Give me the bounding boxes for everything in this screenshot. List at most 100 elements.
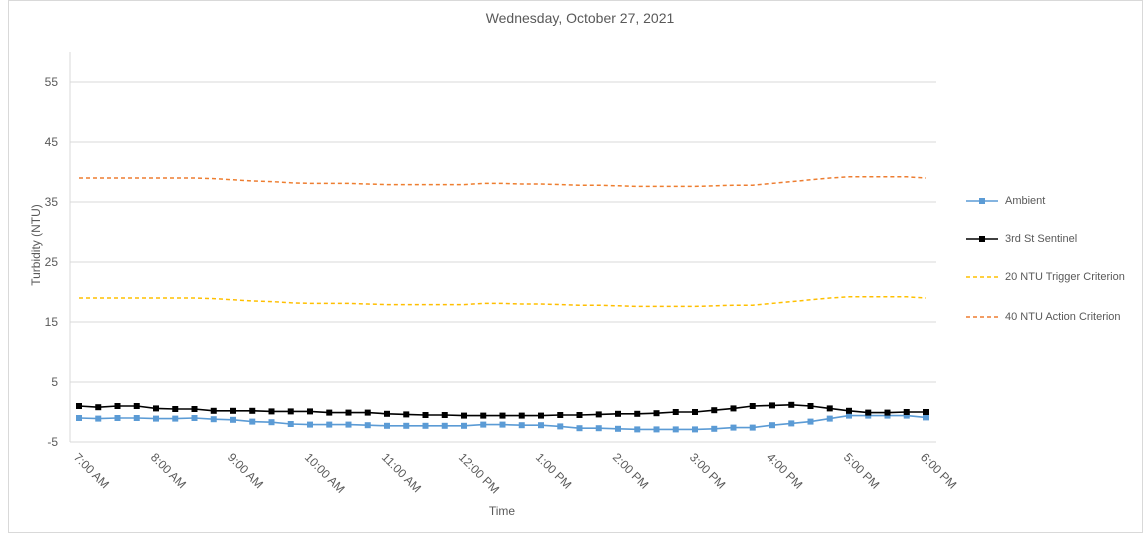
data-point	[788, 420, 795, 427]
chart-title: Wednesday, October 27, 2021	[485, 10, 675, 26]
legend-swatch	[965, 311, 999, 323]
data-point	[345, 409, 352, 416]
data-point	[191, 415, 198, 421]
data-point	[711, 425, 718, 432]
data-point	[153, 415, 159, 422]
data-point	[95, 404, 102, 411]
x-tick-label: 12:00 PM	[456, 450, 502, 496]
data-point	[653, 426, 660, 433]
data-point	[268, 408, 275, 415]
y-tick-label: 25	[45, 255, 59, 269]
legend-item: Ambient	[965, 192, 1045, 210]
data-point	[480, 421, 487, 428]
data-point	[634, 410, 641, 417]
data-point	[441, 412, 448, 418]
legend-label: 3rd St Sentinel	[1005, 233, 1078, 245]
x-tick-label: 1:00 PM	[533, 450, 575, 492]
y-tick-label: 5	[51, 375, 58, 389]
data-point	[287, 421, 294, 427]
data-point	[230, 416, 236, 423]
data-point	[172, 406, 179, 412]
data-point	[846, 407, 852, 414]
data-point	[345, 421, 352, 428]
data-point	[807, 418, 814, 425]
data-point	[441, 422, 448, 429]
y-tick-label: 45	[45, 135, 59, 149]
data-point	[749, 403, 756, 409]
legend-swatch	[965, 271, 999, 283]
data-point	[114, 403, 121, 409]
data-point	[653, 410, 660, 417]
data-point	[403, 422, 410, 429]
x-tick-label: 4:00 PM	[764, 450, 806, 492]
data-point	[133, 403, 140, 409]
chart-frame	[8, 0, 1143, 533]
data-point	[711, 407, 718, 414]
data-point	[191, 406, 198, 412]
data-point	[95, 415, 102, 422]
data-point	[326, 421, 333, 428]
series-line	[79, 176, 927, 188]
data-point	[114, 415, 121, 421]
data-point	[903, 409, 910, 415]
data-point	[364, 409, 371, 416]
legend-label: 20 NTU Trigger Criterion	[1005, 271, 1125, 283]
x-tick-labels: 7:00 AM 8:00 AM 9:00 AM 10:00 AM 11:00 AM 12:…	[71, 450, 960, 496]
x-tick-label: 11:00 AM	[379, 450, 424, 495]
data-point	[422, 412, 429, 418]
data-point	[480, 412, 487, 419]
data-point	[788, 401, 795, 408]
data-point	[422, 422, 429, 429]
data-point	[384, 422, 390, 429]
data-point	[210, 407, 217, 414]
data-point	[172, 415, 179, 422]
data-point	[249, 407, 256, 414]
data-point	[364, 422, 371, 429]
data-point	[807, 403, 814, 409]
data-point	[826, 405, 833, 412]
data-point	[576, 425, 583, 432]
series-group	[76, 176, 929, 433]
x-tick-label: 7:00 AM	[71, 450, 112, 491]
legend-label: Ambient	[1005, 195, 1046, 207]
legend-swatch	[965, 195, 999, 207]
data-point	[210, 416, 217, 423]
data-point	[153, 405, 159, 412]
x-tick-label: 6:00 PM	[918, 450, 960, 492]
data-point	[595, 411, 602, 418]
data-point	[769, 402, 775, 409]
data-point	[769, 422, 775, 429]
data-point	[538, 412, 544, 419]
data-point	[133, 415, 140, 421]
data-point	[826, 415, 833, 422]
data-point	[903, 412, 910, 419]
data-point	[557, 412, 564, 418]
data-point	[76, 415, 82, 421]
legend-item: 3rd St Sentinel	[965, 230, 1077, 248]
data-point	[326, 409, 333, 416]
x-tick-label: 8:00 AM	[148, 450, 189, 491]
data-point	[923, 409, 929, 415]
y-tick-label: -5	[47, 435, 58, 449]
data-point	[461, 422, 467, 429]
legend-item: 40 NTU Action Criterion	[965, 308, 1121, 326]
data-point	[692, 426, 698, 433]
data-point	[923, 414, 929, 421]
data-point	[287, 408, 294, 415]
data-point	[499, 412, 506, 419]
data-point	[403, 411, 410, 418]
data-point	[76, 403, 82, 409]
data-point	[846, 412, 852, 419]
data-point	[249, 418, 256, 425]
data-point	[307, 421, 313, 428]
data-point	[615, 410, 621, 417]
legend-swatch	[965, 233, 999, 245]
x-tick-label: 2:00 PM	[610, 450, 652, 492]
x-tick-label: 3:00 PM	[687, 450, 729, 492]
data-point	[672, 426, 679, 433]
data-point	[538, 422, 544, 429]
series-line	[79, 296, 927, 308]
x-axis-label: Time	[488, 504, 516, 518]
data-point	[307, 408, 313, 415]
